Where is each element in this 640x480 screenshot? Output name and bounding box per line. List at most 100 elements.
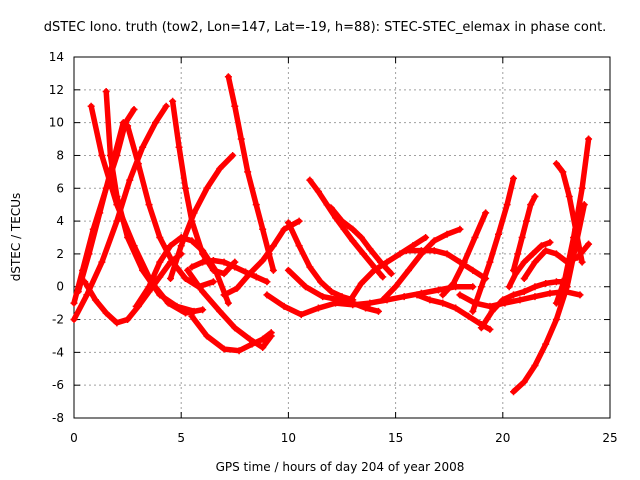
data-point [574,253,582,261]
series-arc-h [169,97,239,278]
data-point [130,106,138,114]
data-point [422,234,430,241]
data-point [235,347,243,355]
y-axis-title: dSTEC / TECUs [9,193,23,282]
data-point [91,296,99,304]
x-tick-label: 10 [281,431,296,445]
data-point [374,307,382,315]
data-point [520,288,528,296]
y-tick-label: -6 [52,378,64,392]
data-point [177,242,185,250]
data-point [81,278,89,286]
data-point [74,288,82,296]
series-arc-ah [520,240,593,283]
data-point [486,325,494,333]
data-point [231,324,239,332]
series-arc-e [74,119,127,296]
y-tick-label: 14 [49,50,64,64]
data-point [552,160,560,168]
data-point [537,242,545,250]
data-point [314,304,322,312]
data-point [495,230,503,238]
data-point [456,291,464,299]
data-point [531,283,539,291]
data-point [156,291,164,299]
data-point [259,225,267,233]
data-point [402,247,410,255]
data-point [87,102,95,110]
y-tick-label: 0 [56,280,64,294]
data-point [145,288,153,296]
data-point [501,299,509,307]
data-point [297,311,305,319]
data-point [514,250,522,258]
series-arc-s [263,283,477,319]
data-point [552,250,560,258]
data-point [134,160,142,168]
data-point [471,299,479,307]
data-point [124,234,132,241]
data-point [252,201,260,209]
data-point [98,151,106,159]
data-point [134,302,142,310]
data-layer [70,73,593,396]
data-point [460,258,468,266]
data-point [512,270,520,278]
data-point [246,335,254,343]
data-point [151,119,159,127]
data-point [269,266,277,274]
data-point [563,258,571,266]
data-point [546,289,554,297]
data-point [229,151,237,159]
data-point [456,225,464,233]
data-point [542,279,550,287]
data-point [98,258,106,266]
data-point [175,143,183,151]
data-point [443,250,451,258]
data-point [224,73,232,81]
x-tick-label: 0 [70,431,78,445]
data-point [520,258,528,266]
data-point [585,135,593,143]
data-point [503,201,511,209]
y-tick-label: 4 [56,214,64,228]
data-point [248,340,256,348]
data-point [469,283,477,291]
data-point [181,184,189,192]
series-line [510,201,588,395]
data-point [522,217,530,225]
y-tick-label: 6 [56,181,64,195]
data-point [263,291,271,299]
series-line [470,175,517,315]
data-point [280,302,288,310]
y-tick-label: 8 [56,148,64,162]
data-point [323,201,331,209]
data-point [529,250,537,258]
data-point [209,278,217,286]
data-point [70,316,78,324]
data-point [578,258,586,266]
data-point [505,283,513,291]
data-point [124,122,132,130]
data-point [284,219,292,227]
data-point [302,283,310,291]
data-point [404,266,412,274]
data-point [482,209,490,217]
data-point [199,258,207,266]
data-point [216,307,224,315]
data-point [169,97,177,105]
series-arc-ag [552,135,593,307]
grid [74,57,610,418]
data-point [531,258,539,266]
data-point [166,275,174,283]
data-point [510,174,518,182]
y-tick-label: 12 [49,83,64,97]
data-point [471,234,479,241]
data-point [439,299,447,307]
x-tick-label: 5 [177,431,185,445]
data-point [349,237,357,245]
data-point [336,296,344,304]
series-arc-i [166,151,237,283]
data-point [177,250,185,258]
data-point [295,217,303,225]
